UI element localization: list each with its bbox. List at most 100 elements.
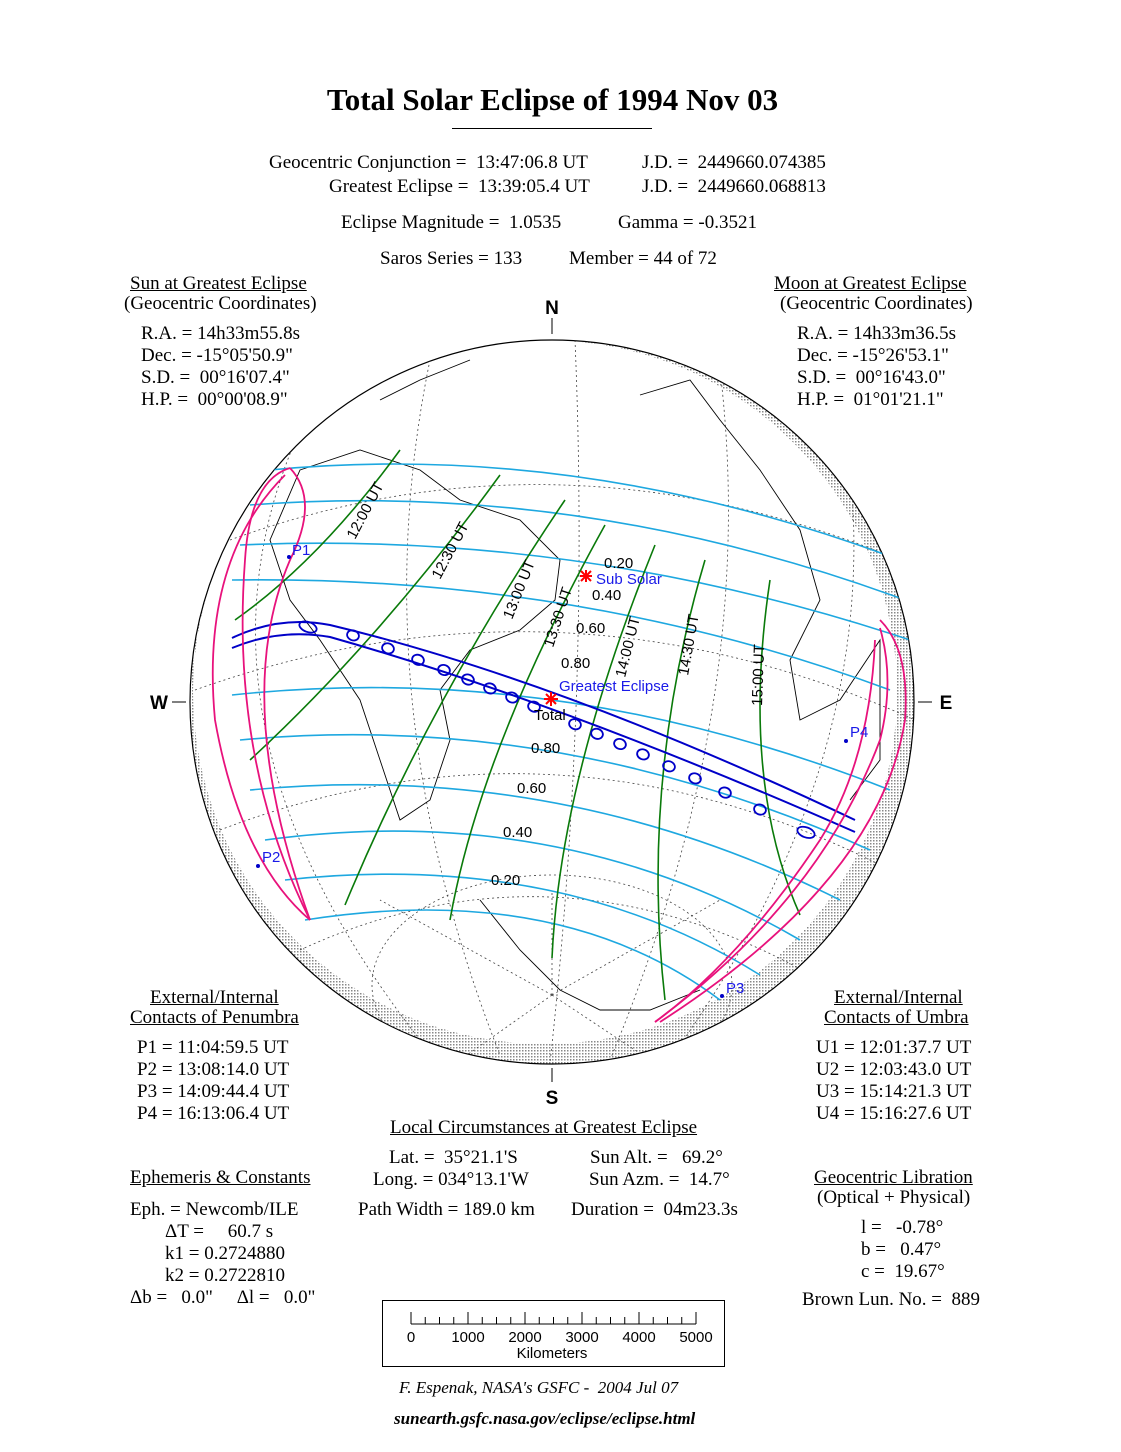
contact-u3: U3 = 15:14:21.3 UT (816, 1081, 972, 1102)
umbra-oval (483, 682, 497, 695)
conjunction: Geocentric Conjunction = 13:47:06.8 UT (269, 152, 588, 173)
east-label: E (940, 693, 953, 714)
sub-solar-label: Sub Solar (596, 571, 662, 588)
umbra-oval (346, 629, 360, 642)
moon-dec: Dec. = -15°26'53.1" (797, 345, 949, 366)
total-label: Total (534, 707, 566, 724)
north-label: N (545, 298, 559, 319)
scale-tick-label: 4000 (622, 1329, 655, 1346)
contact-p3: P3 = 14:09:44.4 UT (137, 1081, 290, 1102)
contact-points (256, 555, 848, 998)
magnitude-lines (231, 463, 911, 1001)
day-hemisphere (193, 340, 897, 1044)
gamma: Gamma = -0.3521 (618, 212, 757, 233)
umbra-oval (662, 760, 676, 773)
delta-t: ΔT = 60.7 s (165, 1221, 274, 1242)
contact-u4: U4 = 15:16:27.6 UT (816, 1103, 972, 1124)
sun-azimuth: Sun Azm. = 14.7° (589, 1169, 730, 1190)
sun-dec: Dec. = -15°05'50.9" (141, 345, 293, 366)
time-lines (234, 449, 801, 1001)
sun-heading: Sun at Greatest Eclipse (130, 273, 307, 294)
saros-series: Saros Series = 133 (380, 248, 523, 269)
umbra-oval (411, 653, 425, 666)
contact-label-p2: P2 (262, 849, 280, 866)
greatest-eclipse-label: Greatest Eclipse (559, 678, 669, 695)
penumbra-heading-2: Contacts of Penumbra (130, 1007, 299, 1028)
ephemeris-heading: Ephemeris & Constants (130, 1167, 311, 1188)
contact-p2: P2 = 13:08:14.0 UT (137, 1059, 290, 1080)
west-label: W (150, 693, 168, 714)
umbra-oval (718, 786, 732, 799)
umbra-oval (568, 718, 582, 731)
penumbra-heading: External/Internal (150, 987, 279, 1008)
libration-b: b = 0.47° (861, 1239, 942, 1260)
contact-label-p1: P1 (292, 542, 310, 559)
penumbral-limits (211, 467, 907, 1023)
libration-l: l = -0.78° (861, 1217, 944, 1238)
magnitude-label: 0.40 (503, 824, 532, 841)
umbra-oval (461, 673, 475, 686)
magnitude-label: 0.80 (531, 740, 560, 757)
time-label: 15:00 UT (749, 644, 768, 706)
umbra-oval (613, 737, 627, 751)
ephemeris: Eph. = Newcomb/ILE (130, 1199, 299, 1220)
page-title: Total Solar Eclipse of 1994 Nov 03 (326, 82, 779, 117)
contact-p4: P4 = 16:13:06.4 UT (137, 1103, 290, 1124)
scale-bar-box (382, 1300, 725, 1367)
umbra-heading-2: Contacts of Umbra (824, 1007, 969, 1028)
local-heading: Local Circumstances at Greatest Eclipse (390, 1117, 698, 1138)
contact-u2: U2 = 12:03:43.0 UT (816, 1059, 972, 1080)
moon-hp: H.P. = 01°01'21.1" (797, 389, 944, 410)
umbra-oval (796, 825, 816, 839)
magnitude-label: 0.20 (604, 555, 633, 572)
local-lat: Lat. = 35°21.1'S (389, 1147, 518, 1168)
contact-p1: P1 = 11:04:59.5 UT (137, 1037, 289, 1058)
k1: k1 = 0.2724880 (165, 1243, 285, 1264)
contact-u1: U1 = 12:01:37.7 UT (816, 1037, 972, 1058)
title-divider (452, 128, 652, 129)
moon-sd: S.D. = 00°16'43.0" (797, 367, 946, 388)
duration: Duration = 04m23.3s (571, 1199, 738, 1220)
magnitude-label: 0.80 (561, 655, 590, 672)
local-long: Long. = 034°13.1'W (373, 1169, 529, 1190)
contact-label-p3: P3 (726, 980, 744, 997)
umbra-oval (590, 727, 604, 740)
delta-b-l: Δb = 0.0" Δl = 0.0" (130, 1287, 316, 1308)
umbra-oval (298, 620, 318, 634)
greatest-eclipse-marker-icon (544, 692, 558, 706)
umbra-oval (381, 642, 395, 655)
eclipse-magnitude: Eclipse Magnitude = 1.0535 (341, 212, 562, 233)
magnitude-label: 0.60 (576, 620, 605, 637)
scale-tick-label: 2000 (508, 1329, 541, 1346)
sun-sd: S.D. = 00°16'07.4" (141, 367, 290, 388)
sun-sub: (Geocentric Coordinates) (124, 293, 317, 314)
magnitude-label: 0.20 (491, 872, 520, 889)
brown-lunation: Brown Lun. No. = 889 (802, 1289, 981, 1310)
south-label: S (546, 1088, 559, 1109)
globe-outline (189, 339, 915, 1065)
magnitude-label: 0.40 (592, 587, 621, 604)
libration-sub: (Optical + Physical) (817, 1187, 971, 1208)
umbra-oval (753, 803, 767, 816)
scale-unit: Kilometers (517, 1345, 588, 1362)
scale-tick-label: 3000 (565, 1329, 598, 1346)
moon-sub: (Geocentric Coordinates) (780, 293, 973, 314)
umbra-shadow-ovals (298, 620, 816, 839)
umbra-oval (688, 772, 702, 785)
compass-ticks (172, 318, 932, 1082)
credit: F. Espenak, NASA's GSFC - 2004 Jul 07 (399, 1378, 679, 1397)
conjunction-jd: J.D. = 2449660.074385 (642, 152, 826, 173)
moon-ra: R.A. = 14h33m36.5s (797, 323, 957, 344)
umbra-oval (636, 748, 650, 761)
scale-tick-label: 1000 (451, 1329, 484, 1346)
greatest-eclipse: Greatest Eclipse = 13:39:05.4 UT (329, 176, 590, 197)
moon-heading: Moon at Greatest Eclipse (774, 273, 967, 294)
scale-ticks (410, 1312, 697, 1325)
libration-c: c = 19.67° (861, 1261, 945, 1282)
source-url: sunearth.gsfc.nasa.gov/eclipse/eclipse.h… (394, 1409, 696, 1428)
greatest-jd: J.D. = 2449660.068813 (642, 176, 826, 197)
umbra-heading: External/Internal (834, 987, 963, 1008)
saros-member: Member = 44 of 72 (569, 248, 717, 269)
magnitude-label: 0.60 (517, 780, 546, 797)
